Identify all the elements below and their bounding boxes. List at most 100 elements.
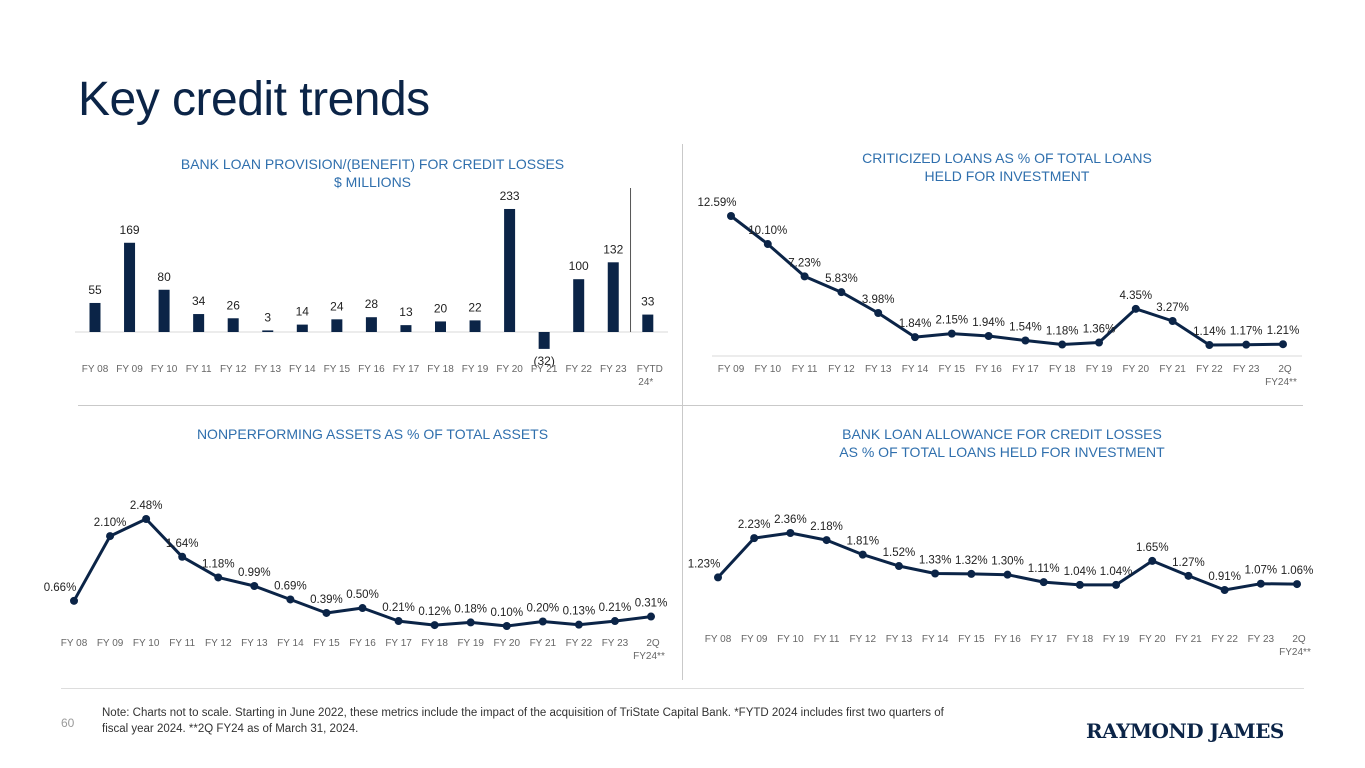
criticized-tick-label: FY 18: [1049, 364, 1076, 375]
criticized-tick-label: FY 14: [902, 364, 929, 375]
provision-bar: [227, 318, 239, 332]
allowance-data-label: 1.04%: [1100, 566, 1133, 578]
npa-point: [358, 604, 367, 613]
npa-tick-label: FY 19: [457, 638, 484, 649]
criticized-tick-label: FY 10: [755, 364, 782, 375]
criticized-point: [984, 331, 993, 340]
allowance-data-label: 1.07%: [1245, 565, 1278, 577]
criticized-point: [874, 309, 883, 318]
allowance-data-label: 1.30%: [991, 556, 1024, 568]
npa-tick-label: FY 18: [421, 638, 448, 649]
criticized-tick-label: FY 13: [865, 364, 892, 375]
criticized-point: [1058, 340, 1067, 349]
provision-tick-label: FY 17: [393, 364, 420, 375]
provision-data-label: 100: [569, 259, 589, 273]
criticized-tick-label: FY 09: [718, 364, 745, 375]
criticized-tick-label: FY 16: [975, 364, 1002, 375]
allowance-data-label: 1.23%: [688, 558, 721, 570]
criticized-chart-title: CRITICIZED LOANS AS % OF TOTAL LOANS HEL…: [734, 149, 1280, 185]
npa-tick-label-line2: FY24**: [633, 651, 665, 662]
criticized-data-label: 2.15%: [935, 315, 968, 327]
allowance-point: [1112, 580, 1121, 589]
provision-bar: [331, 319, 343, 332]
npa-chart-title: NONPERFORMING ASSETS AS % OF TOTAL ASSET…: [100, 425, 645, 443]
provision-data-label: 26: [227, 298, 241, 312]
allowance-data-label: 1.04%: [1064, 566, 1097, 578]
provision-data-label: 22: [468, 300, 482, 314]
npa-data-label: 0.10%: [490, 607, 523, 619]
provision-tick-label: FYTD: [637, 364, 663, 375]
provision-data-label: 34: [192, 294, 206, 308]
allowance-data-label: 1.32%: [955, 555, 988, 567]
criticized-data-label: 1.94%: [972, 317, 1005, 329]
provision-data-label: 3: [264, 310, 271, 324]
provision-data-label: 233: [500, 189, 520, 203]
allowance-point: [858, 550, 867, 559]
provision-tick-label: FY 21: [531, 364, 558, 375]
npa-tick-label: FY 22: [566, 638, 593, 649]
provision-data-label: 169: [120, 223, 140, 237]
npa-tick-label: FY 20: [494, 638, 521, 649]
criticized-point: [1131, 304, 1140, 313]
allowance-data-label: 2.36%: [774, 514, 807, 526]
criticized-title-line2: HELD FOR INVESTMENT: [924, 168, 1090, 184]
provision-title-line1: BANK LOAN PROVISION/(BENEFIT) FOR CREDIT…: [180, 156, 565, 172]
allowance-tick-label: FY 13: [886, 634, 913, 645]
criticized-data-label: 1.36%: [1083, 324, 1116, 336]
allowance-data-label: 2.23%: [738, 519, 771, 531]
provision-tick-label: FY 11: [186, 364, 212, 375]
provision-data-label: 55: [88, 283, 102, 297]
allowance-tick-label: FY 18: [1067, 634, 1094, 645]
provision-tick-label: FY 12: [220, 364, 247, 375]
allowance-point: [1148, 556, 1157, 565]
provision-tick-label: FY 08: [82, 364, 109, 375]
criticized-point: [1242, 340, 1251, 349]
npa-data-label: 0.13%: [563, 606, 596, 618]
npa-tick-label: FY 17: [385, 638, 412, 649]
criticized-point: [911, 333, 919, 342]
allowance-point: [786, 529, 795, 537]
criticized-point: [1095, 338, 1103, 347]
npa-tick-label: FY 15: [313, 638, 340, 649]
criticized-point: [947, 329, 956, 338]
criticized-tick-label: FY 20: [1123, 364, 1150, 375]
provision-bar: [296, 324, 308, 332]
criticized-data-label: 4.35%: [1119, 290, 1152, 302]
npa-tick-label: FY 10: [133, 638, 160, 649]
allowance-point: [1039, 578, 1048, 587]
npa-point: [574, 620, 583, 629]
npa-tick-label: FY 11: [169, 638, 195, 649]
npa-data-label: 0.21%: [599, 602, 632, 614]
provision-data-label: 20: [434, 301, 448, 315]
criticized-point: [763, 240, 772, 249]
npa-data-label: 0.21%: [382, 602, 415, 614]
npa-title-line1: NONPERFORMING ASSETS AS % OF TOTAL ASSET…: [196, 426, 549, 442]
criticized-point: [727, 212, 735, 220]
criticized-point: [837, 288, 846, 297]
provision-tick-label-line2: 24*: [638, 377, 653, 388]
allowance-tick-label: FY 19: [1103, 634, 1130, 645]
vertical-divider: [682, 144, 683, 680]
allowance-tick-label: FY 11: [814, 634, 840, 645]
npa-data-label: 2.48%: [130, 500, 163, 512]
npa-point: [286, 595, 295, 604]
npa-point: [394, 617, 403, 626]
npa-data-label: 0.39%: [310, 594, 343, 606]
footnote-line1: Note: Charts not to scale. Starting in J…: [102, 707, 944, 719]
provision-data-label: 24: [330, 299, 344, 313]
provision-data-label: 28: [365, 297, 379, 311]
npa-data-label: 0.99%: [238, 567, 271, 579]
allowance-tick-label: FY 20: [1139, 634, 1166, 645]
provision-bar: [193, 314, 205, 332]
npa-data-label: 0.20%: [527, 603, 560, 615]
allowance-point: [1075, 580, 1084, 589]
criticized-data-label: 3.98%: [862, 294, 895, 306]
npa-data-label: 0.18%: [454, 603, 487, 615]
provision-tick-label: FY 09: [116, 364, 143, 375]
allowance-title-line2: AS % OF TOTAL LOANS HELD FOR INVESTMENT: [839, 444, 1165, 460]
criticized-point: [1021, 336, 1030, 345]
allowance-point: [894, 562, 903, 571]
npa-data-label: 1.18%: [202, 558, 235, 570]
